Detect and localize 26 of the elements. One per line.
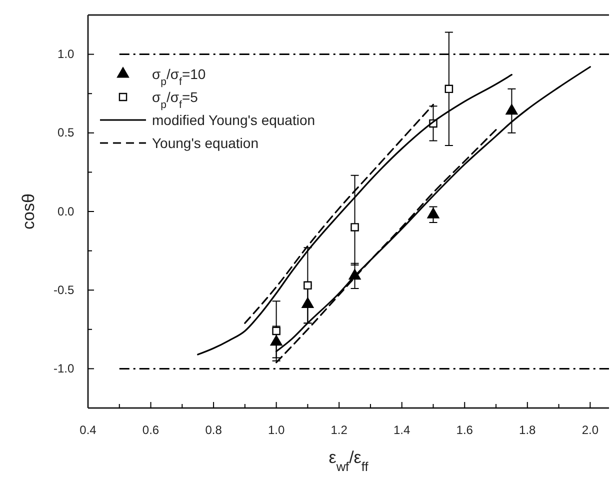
legend-label: σ$_{p}$/σ$_{f}$=10 (152, 66, 206, 88)
x-tick-label: 1.6 (456, 422, 474, 437)
point (427, 208, 440, 218)
legend-label: σ$_{p}$/σ$_{f}$=5 (152, 88, 198, 111)
x-tick-label: 2.0 (582, 422, 599, 437)
y-tick-label: 0.5 (58, 126, 75, 140)
x-tick-label: 1.8 (519, 422, 536, 437)
point (304, 281, 312, 290)
y-axis-title: cosθ (19, 194, 38, 230)
legend-label: Young's equation (152, 134, 258, 151)
y-tick-label: 0.0 (58, 204, 75, 218)
x-tick-label: 0.6 (142, 422, 160, 437)
legend-label: modified Young's equation (152, 112, 316, 128)
point (272, 326, 280, 336)
x-axis-title: ε$_{wf}$/ε$_{ff}$ (328, 448, 369, 474)
point (350, 223, 359, 232)
y-tick-label: -0.5 (54, 282, 75, 297)
y-tick-label: 1.0 (58, 47, 75, 62)
x-tick-label: 0.4 (80, 422, 97, 437)
x-tick-label: 1.0 (268, 422, 285, 437)
x-tick-label: 1.2 (330, 422, 348, 437)
point (506, 104, 518, 115)
x-tick-label: 1.4 (394, 422, 411, 437)
x-tick-label: 0.8 (205, 422, 222, 437)
y-tick-label: -1.0 (54, 362, 75, 376)
point (444, 84, 454, 94)
